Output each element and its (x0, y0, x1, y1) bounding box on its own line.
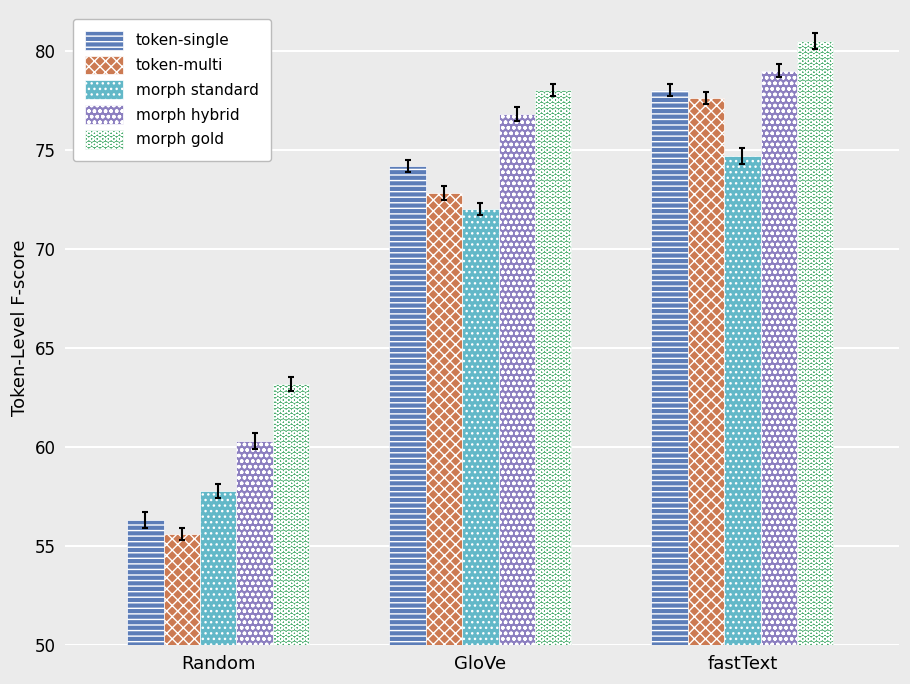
Bar (724, 156, 761, 645)
Bar (535, 90, 571, 645)
Bar (426, 194, 462, 645)
Bar (761, 70, 797, 645)
Bar (652, 90, 688, 645)
Bar (237, 441, 273, 645)
Bar (200, 490, 237, 645)
Bar (462, 209, 499, 645)
Bar (499, 114, 535, 645)
Bar (164, 534, 200, 645)
Bar (127, 521, 164, 645)
Y-axis label: Token-Level F-score: Token-Level F-score (11, 240, 29, 417)
Bar (797, 41, 834, 645)
Bar (688, 98, 724, 645)
Bar (389, 166, 426, 645)
Legend: token-single, token-multi, morph standard, morph hybrid, morph gold: token-single, token-multi, morph standar… (73, 18, 271, 161)
Bar (273, 384, 309, 645)
